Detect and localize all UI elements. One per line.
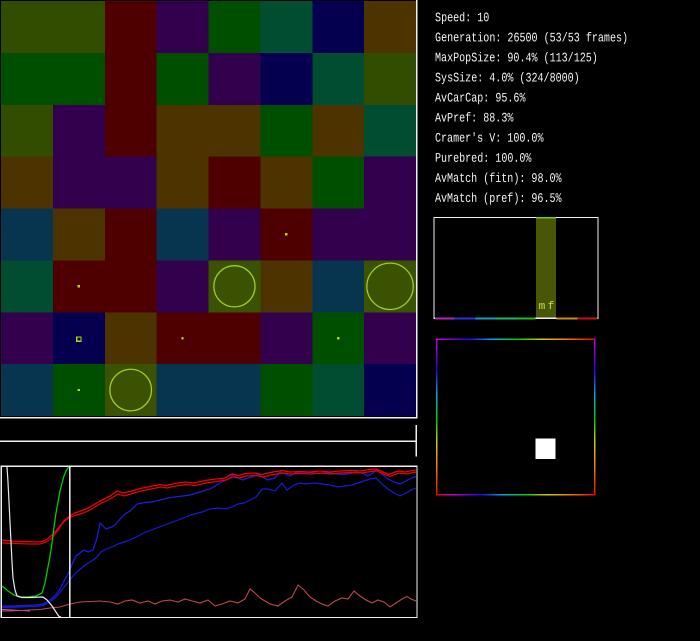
svg-text:AvMatch (pref): 96.5%: AvMatch (pref): 96.5% bbox=[435, 191, 562, 206]
svg-text:m: m bbox=[539, 301, 546, 313]
svg-text:Speed: 10: Speed: 10 bbox=[435, 10, 489, 25]
svg-text:SysSize: 4.0% (324/8000): SysSize: 4.0% (324/8000) bbox=[435, 70, 580, 85]
svg-text:f: f bbox=[548, 301, 555, 313]
svg-text:AvPref: 88.3%: AvPref: 88.3% bbox=[435, 111, 514, 126]
svg-text:Purebred: 100.0%: Purebred: 100.0% bbox=[435, 151, 532, 166]
svg-text:Generation: 26500 (53/53 frame: Generation: 26500 (53/53 frames) bbox=[435, 30, 628, 45]
svg-text:AvMatch (fitn): 98.0%: AvMatch (fitn): 98.0% bbox=[435, 171, 562, 186]
svg-text:AvCarCap: 95.6%: AvCarCap: 95.6% bbox=[435, 91, 526, 106]
svg-text:Cramer's V: 100.0%: Cramer's V: 100.0% bbox=[435, 131, 544, 146]
svg-text:MaxPopSize: 90.4% (113/125): MaxPopSize: 90.4% (113/125) bbox=[435, 50, 598, 65]
